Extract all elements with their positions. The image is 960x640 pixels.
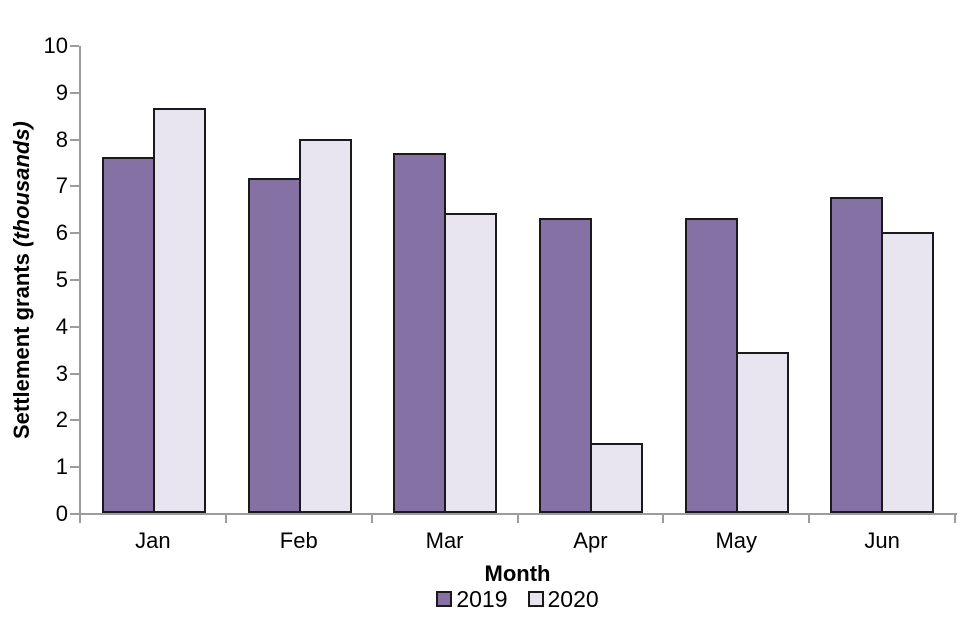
- x-axis-title: Month: [484, 561, 551, 586]
- legend-swatch-2019: [436, 591, 453, 607]
- bar-2019-feb: [247, 178, 301, 513]
- y-tick-5: [70, 279, 79, 281]
- legend-label-2019: 2019: [456, 586, 508, 612]
- x-tick-label-jan: Jan: [135, 528, 171, 553]
- bar-2020-jun: [881, 232, 935, 513]
- y-tick-label-8: 8: [55, 126, 68, 152]
- y-tick-label-2: 2: [55, 407, 68, 433]
- x-tick-label-may: May: [715, 528, 758, 553]
- y-tick-label-5: 5: [55, 267, 68, 292]
- legend-label-2020: 2020: [547, 586, 599, 612]
- bar-2019-jan: [102, 157, 155, 513]
- x-tick-2: [370, 515, 373, 523]
- bar-2020-apr: [590, 443, 643, 513]
- x-tick-label-jun: Jun: [864, 528, 900, 553]
- bar-2019-jun: [830, 197, 884, 513]
- y-tick-0: [70, 513, 79, 515]
- x-tick-label-mar: Mar: [425, 528, 464, 553]
- y-tick-label-7: 7: [55, 173, 68, 199]
- y-tick-label-9: 9: [55, 79, 68, 105]
- y-axis-line: [79, 46, 81, 516]
- y-tick-2: [70, 419, 79, 422]
- x-tick-label-feb: Feb: [279, 528, 318, 553]
- bar-2019-mar: [393, 153, 447, 513]
- bar-2020-jan: [153, 108, 206, 513]
- y-tick-3: [70, 372, 79, 375]
- y-tick-label-4: 4: [55, 313, 68, 339]
- y-tick-label-3: 3: [55, 360, 68, 386]
- x-tick-1: [224, 515, 227, 523]
- x-tick-5: [808, 515, 811, 523]
- bar-2020-mar: [444, 213, 498, 513]
- plot-area: [81, 46, 955, 513]
- y-tick-7: [70, 185, 79, 188]
- x-tick-6: [954, 515, 956, 523]
- y-tick-8: [70, 138, 79, 141]
- legend: 2019 2020: [80, 587, 955, 611]
- x-tick-3: [516, 515, 519, 523]
- x-tick-4: [662, 515, 665, 523]
- legend-item-2019: 2019: [436, 586, 508, 612]
- bar-2019-may: [684, 218, 738, 513]
- bar-2019-apr: [539, 218, 592, 513]
- x-tick-label-apr: Apr: [573, 528, 608, 553]
- y-tick-10: [70, 45, 79, 47]
- x-axis-line: [79, 513, 957, 515]
- y-tick-6: [70, 232, 79, 235]
- y-tick-4: [70, 325, 79, 328]
- x-tick-0: [79, 515, 81, 523]
- legend-item-2020: 2020: [527, 586, 599, 612]
- y-tick-label-0: 0: [55, 501, 68, 526]
- y-tick-label-1: 1: [55, 454, 68, 480]
- bar-2020-feb: [298, 139, 352, 513]
- y-tick-9: [70, 91, 79, 94]
- y-tick-label-6: 6: [55, 220, 68, 246]
- y-tick-label-10: 10: [43, 33, 68, 58]
- y-tick-1: [70, 466, 79, 469]
- bar-2020-may: [735, 352, 789, 513]
- legend-swatch-2020: [527, 591, 544, 607]
